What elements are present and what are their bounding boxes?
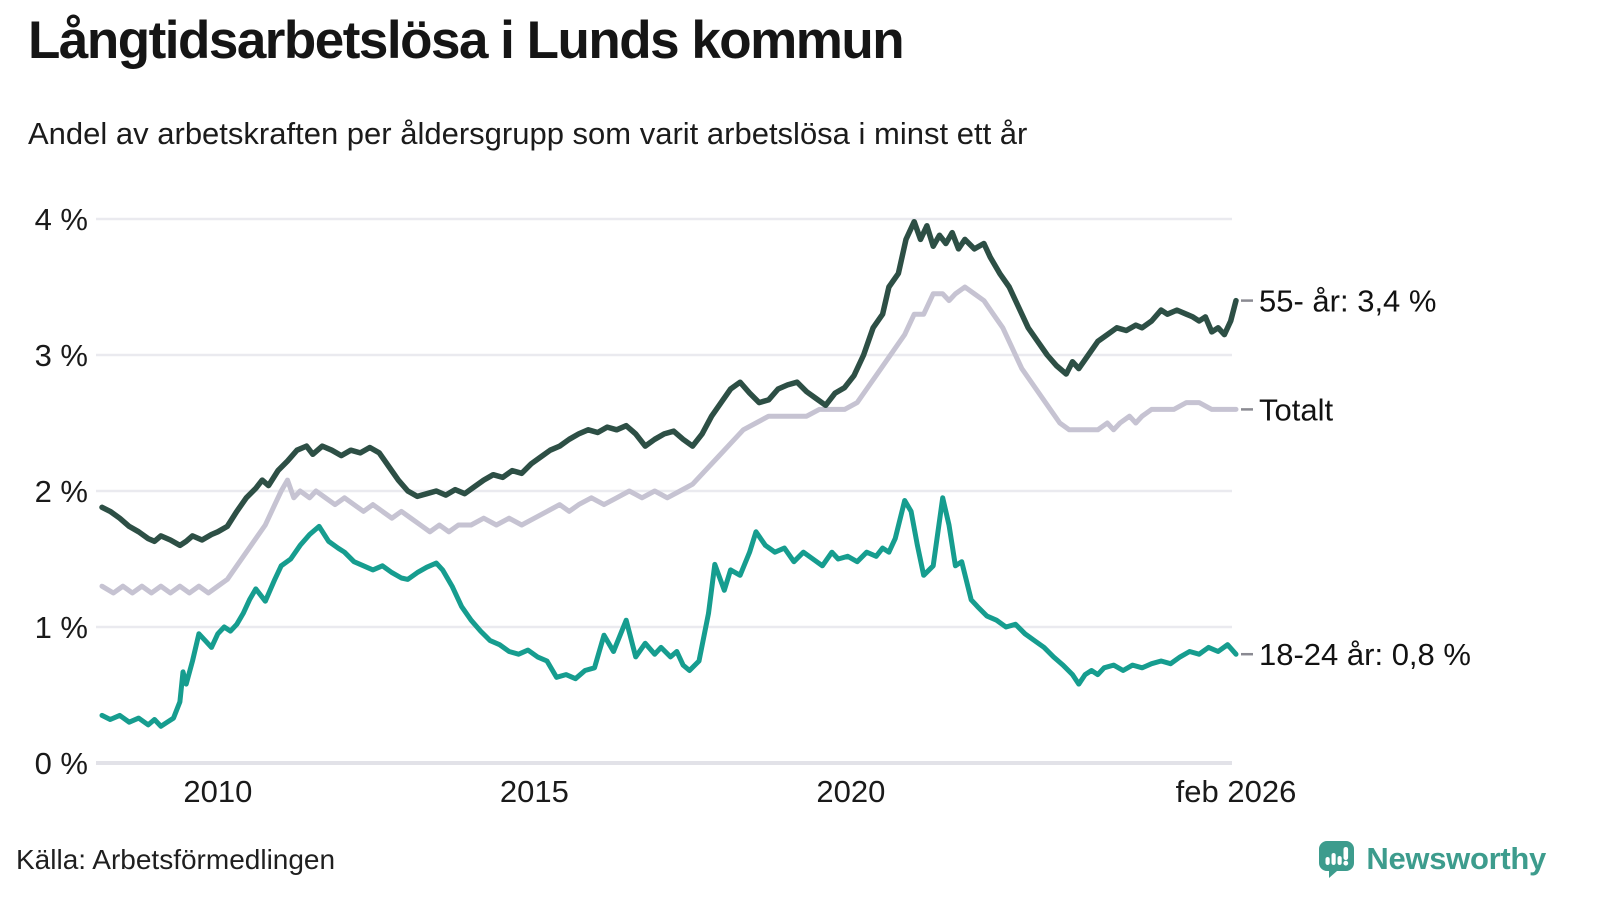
y-axis-label-2: 2 % <box>35 474 88 509</box>
x-axis-label-feb 2026: feb 2026 <box>1176 774 1297 809</box>
y-axis-label-3: 3 % <box>35 338 88 373</box>
x-axis-label-2015: 2015 <box>500 774 569 809</box>
x-axis-label-2020: 2020 <box>816 774 885 809</box>
series-line-Totalt <box>99 284 1239 596</box>
source-note: Källa: Arbetsförmedlingen <box>16 844 336 875</box>
x-axis-label-2010: 2010 <box>183 774 252 809</box>
series-end-label-18-24 år: 18-24 år: 0,8 % <box>1259 637 1471 672</box>
y-axis-label-1: 1 % <box>35 610 88 645</box>
y-axis-label-0: 0 % <box>35 746 88 781</box>
newsworthy-wordmark: Newsworthy <box>1366 841 1546 876</box>
chart-subtitle: Andel av arbetskraften per åldersgrupp s… <box>28 116 1028 151</box>
series-line-18-24 år <box>99 495 1239 729</box>
series-line-55- år <box>99 218 1239 549</box>
y-axis-label-4: 4 % <box>35 202 88 237</box>
newsworthy-logo: Newsworthy <box>1318 840 1546 878</box>
page-title: Långtidsarbetslösa i Lunds kommun <box>28 11 905 70</box>
newsworthy-speech-bubble-bar-chart-icon <box>1319 841 1355 878</box>
series-end-label-Totalt: Totalt <box>1259 392 1333 427</box>
series-end-label-55- år: 55- år: 3,4 % <box>1259 284 1436 319</box>
